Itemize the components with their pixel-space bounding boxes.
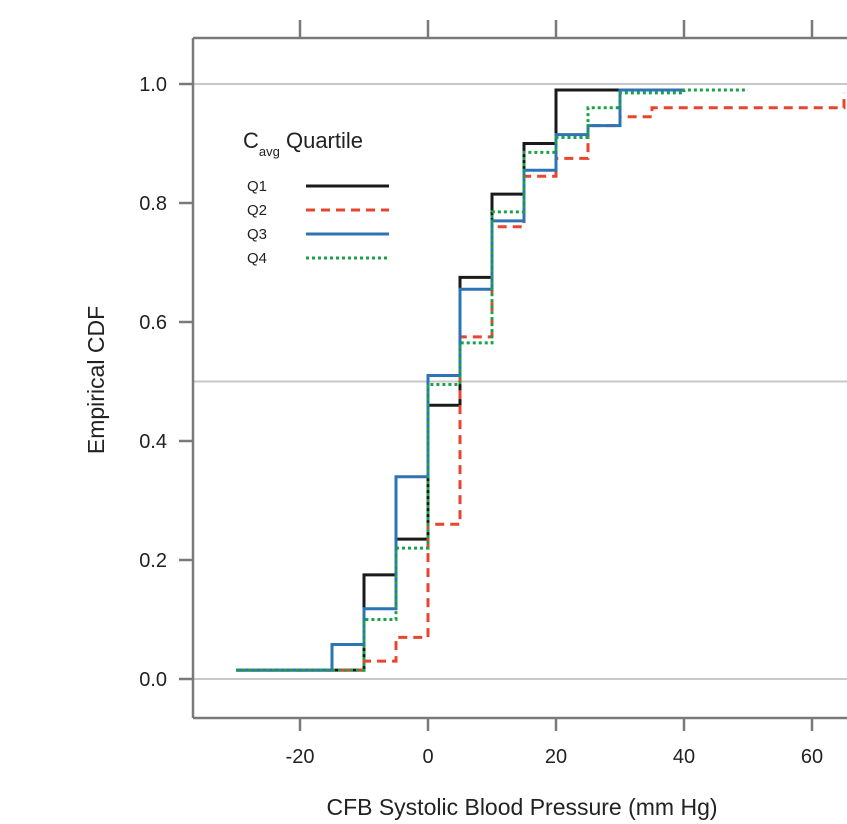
y-axis-title: Empirical CDF <box>83 306 109 454</box>
y-tick-label: 0.0 <box>139 669 167 691</box>
x-tick-label: 20 <box>545 746 567 768</box>
axis-ticks <box>179 20 814 731</box>
y-tick-label: 0.8 <box>139 193 167 215</box>
reference-lines <box>193 83 847 680</box>
legend: Cavg Quartile Q1 Q2 Q3 Q4 <box>243 128 389 267</box>
legend-label-q4: Q4 <box>247 250 267 267</box>
legend-title-main: C <box>243 128 259 153</box>
legend-title: Cavg Quartile <box>243 128 363 159</box>
series-line-q1 <box>236 88 684 672</box>
legend-title-rest: Quartile <box>280 128 363 153</box>
y-tick-label: 0.4 <box>139 431 167 453</box>
x-tick-label: 60 <box>801 746 823 768</box>
series-lines <box>236 88 846 672</box>
legend-label-q2: Q2 <box>247 202 267 219</box>
tick-labels: -20 0 20 40 60 0.0 0.2 0.4 0.6 0.8 1.0 <box>139 74 823 768</box>
x-axis-title: CFB Systolic Blood Pressure (mm Hg) <box>326 794 717 820</box>
x-tick-label: -20 <box>286 746 315 768</box>
plot-frame <box>191 36 847 720</box>
y-tick-label: 1.0 <box>139 74 167 96</box>
legend-label-q1: Q1 <box>247 178 267 195</box>
series-line-q3 <box>236 88 684 672</box>
x-tick-label: 0 <box>422 746 433 768</box>
legend-title-subscript: avg <box>259 144 280 159</box>
y-tick-label: 0.2 <box>139 550 167 572</box>
legend-label-q3: Q3 <box>247 226 267 243</box>
series-line-q4 <box>236 88 748 672</box>
y-tick-label: 0.6 <box>139 312 167 334</box>
x-tick-label: 40 <box>673 746 695 768</box>
